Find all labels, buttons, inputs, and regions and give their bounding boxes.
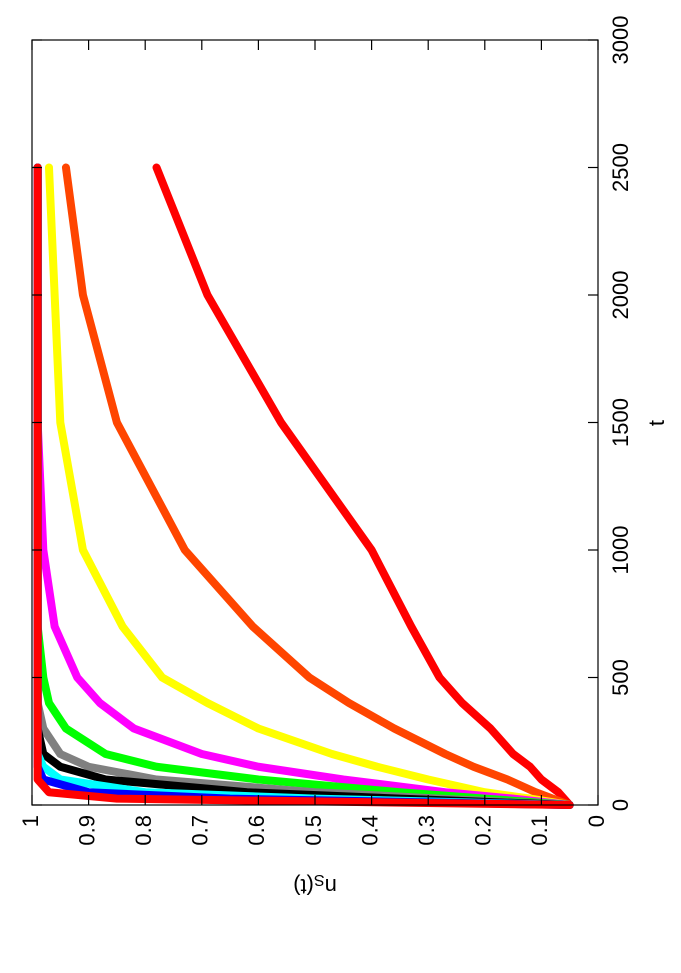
curve [33,163,574,809]
curve [33,163,574,809]
curve [152,163,574,809]
y-tick-label: 0.1 [527,815,552,846]
y-tick-label: 0 [584,815,609,827]
y-tick-label: 0.3 [414,815,439,846]
x-tick-label: 2500 [608,143,633,192]
y-tick-label: 0.9 [74,815,99,846]
y-tick-label: 0.8 [131,815,156,846]
x-tick-label: 1500 [608,398,633,447]
plot-area: t nS(t) 0 500 1000 1500 2000 2500 3000 0 0.1 0.2 0… [18,16,669,900]
y-axis-label-sub: S [314,871,325,888]
curve [44,163,574,809]
curve [61,163,574,809]
x-axis-label: t [644,420,669,426]
x-tick-label: 3000 [608,16,633,65]
y-axis-label-rest: (t) [293,874,314,899]
curve [33,163,574,809]
y-tick-label: 0.2 [471,815,496,846]
y-axis-label-base: n [325,874,337,899]
y-tick-label: 0.5 [301,815,326,846]
x-tick-label: 0 [608,799,633,811]
x-tick-label: 1000 [608,526,633,575]
x-tick-label: 500 [608,659,633,696]
curve [33,163,574,809]
curves [33,163,574,809]
y-tick-label: 0.6 [244,815,269,846]
curve [33,163,574,809]
curve [33,163,574,809]
y-tick-label: 1 [18,815,43,827]
y-tick-label: 0.7 [188,815,213,846]
y-axis-label: nS(t) [293,871,337,899]
curve [33,163,574,809]
x-tick-label: 2000 [608,271,633,320]
y-tick-label: 0.4 [357,815,382,846]
